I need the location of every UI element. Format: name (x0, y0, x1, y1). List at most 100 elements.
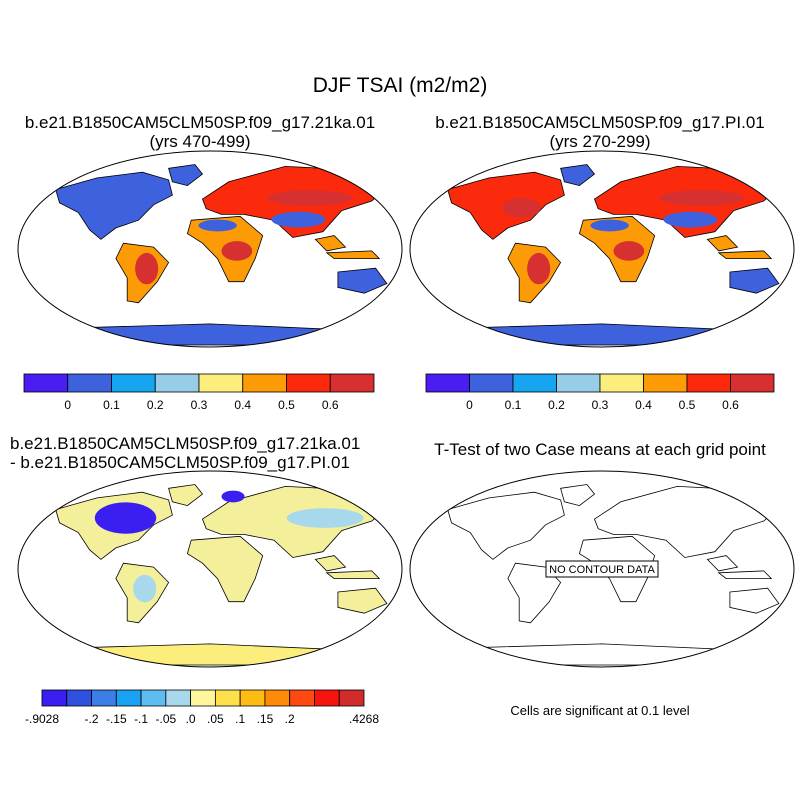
colorbar-panel-2-box (686, 373, 731, 393)
boreal-belt (267, 190, 353, 206)
colorbar-panel-3-tick-label: .4268 (349, 712, 379, 726)
colorbar-panel-2-box (730, 373, 775, 393)
colorbar-panel-2-box (425, 373, 470, 393)
land-europe (594, 485, 784, 558)
map-panel-1 (17, 150, 403, 348)
land-greenland (560, 164, 596, 187)
colorbar-panel-1-box (242, 373, 287, 393)
colorbar-panel-3: -.9028 -.2 -.15 -.1 -.05 .0 .05 .1 .15 .2 .4268 (25, 689, 379, 726)
land-indonesia (325, 570, 381, 579)
colorbar-panel-3-box (165, 689, 192, 707)
colorbar-panel-1-box (329, 373, 375, 393)
central-asia-region (271, 211, 326, 228)
colorbar-panel-3-tick-label: -.1 (134, 712, 148, 726)
colorbar-panel-3-tick-label: .15 (257, 712, 274, 726)
colorbar-panel-1-box (67, 373, 112, 393)
colorbar-panel-3-tick-label: -.2 (85, 712, 99, 726)
colorbar-panel-2-tick-label: 0.1 (505, 398, 522, 412)
colorbar-panel-3-box (239, 689, 266, 707)
map-border (17, 150, 403, 348)
colorbar-panel-2-box (556, 373, 601, 393)
colorbar-panel-1-tick-label: 0.4 (234, 398, 251, 412)
land-australia (337, 267, 388, 294)
panel-3-minus-case: - b.e21.B1850CAM5CLM50SP.f09_g17.PI.01 (10, 453, 350, 472)
panel-1-years: (yrs 470-499) (149, 132, 251, 151)
figure-title: DJF TSAI (m2/m2) (312, 74, 488, 97)
land-seasia (706, 555, 739, 572)
colorbar-panel-1-box (198, 373, 244, 393)
colorbar-panel-3-box (41, 689, 68, 707)
colorbar-panel-2-box (512, 373, 557, 393)
panel-3-title: b.e21.B1850CAM5CLM50SP.f09_g17.21ka.01 -… (0, 434, 400, 472)
eastern-na-forest (502, 198, 541, 218)
colorbar-panel-3-box (140, 689, 167, 707)
asia-decrease (286, 508, 364, 528)
colorbar-panel-3-box (289, 689, 315, 707)
land-seasia (314, 555, 347, 572)
tropical-forest-africa (613, 241, 645, 261)
panel-3-case-name: b.e21.B1850CAM5CLM50SP.f09_g17.21ka.01 (10, 434, 361, 453)
land-greenland (168, 164, 204, 187)
map-border (409, 150, 795, 348)
colorbar-panel-3-box (115, 689, 142, 707)
colorbar-panel-3-tick-label: -.05 (156, 712, 177, 726)
map-border (17, 470, 403, 668)
panel-1-title: b.e21.B1850CAM5CLM50SP.f09_g17.21ka.01 (… (0, 113, 400, 151)
no-data-box (545, 560, 659, 578)
colorbar-panel-1-tick-label: 0.3 (191, 398, 208, 412)
colorbar-panel-3-tick-label: .2 (285, 712, 295, 726)
colorbar-panel-3-box (214, 689, 241, 707)
no-data-label: NO CONTOUR DATA (549, 564, 655, 576)
land-namerica (447, 491, 565, 560)
colorbar-panel-3-tick-label: -.15 (106, 712, 127, 726)
sahara-region (590, 219, 629, 232)
colorbar-panel-2-tick-label: 0 (466, 398, 473, 412)
colorbar-panel-1-box (154, 373, 200, 393)
panel-2-years: (yrs 270-299) (549, 132, 651, 151)
north-america-decrease (94, 502, 157, 534)
central-asia-region (663, 211, 718, 228)
land-australia (729, 587, 780, 614)
land-indonesia (717, 570, 773, 579)
boreal-belt (659, 190, 745, 206)
land-africa (578, 535, 656, 603)
panel-1-case-name: b.e21.B1850CAM5CLM50SP.f09_g17.21ka.01 (24, 113, 376, 132)
map-panel-3 (17, 470, 403, 668)
colorbar-panel-1-box (111, 373, 156, 393)
colorbar-panel-3-tick-label: .0 (186, 712, 196, 726)
land-australia (729, 267, 780, 294)
colorbar-panel-1-tick-label: 0.2 (147, 398, 164, 412)
land-indonesia (325, 250, 381, 260)
colorbar-panel-3-tick-label: -.9028 (25, 712, 59, 726)
colorbar-panel-3-box (264, 689, 291, 707)
sahara-region (198, 219, 237, 232)
tropical-forest-samerica (527, 252, 551, 285)
tropical-forest-africa (221, 241, 253, 261)
colorbar-panel-2-box (643, 373, 688, 393)
colorbar-panel-2-box (599, 373, 644, 393)
panel-4-title: T-Test of two Case means at each grid po… (434, 440, 766, 459)
colorbar-panel-1-box (23, 373, 69, 393)
colorbar-panel-2-tick-label: 0.3 (592, 398, 609, 412)
scandinavia-decrease (221, 490, 245, 503)
land-indonesia (717, 250, 773, 260)
colorbar-panel-1-tick-label: 0 (64, 398, 71, 412)
land-namerica (55, 171, 173, 240)
colorbar-panel-2-tick-label: 0.5 (679, 398, 696, 412)
colorbar-panel-2-tick-label: 0.4 (635, 398, 652, 412)
significance-note: Cells are significant at 0.1 level (510, 703, 690, 718)
colorbar-panel-1-tick-label: 0.6 (322, 398, 339, 412)
colorbar-panel-2-box (469, 373, 514, 393)
map-border (409, 470, 795, 668)
colorbar-panel-3-tick-label: .05 (207, 712, 224, 726)
samerica-decrease (133, 574, 157, 603)
colorbar-panel-3-tick-label: .1 (235, 712, 245, 726)
panel-2-case-name: b.e21.B1850CAM5CLM50SP.f09_g17.PI.01 (435, 113, 765, 132)
land-australia (337, 587, 388, 614)
colorbar-panel-2-tick-label: 0.6 (722, 398, 739, 412)
colorbar-panel-1-tick-label: 0.5 (278, 398, 295, 412)
land-greenland (168, 484, 204, 507)
map-panel-4: NO CONTOUR DATA (409, 470, 795, 668)
land-seasia (314, 235, 347, 252)
